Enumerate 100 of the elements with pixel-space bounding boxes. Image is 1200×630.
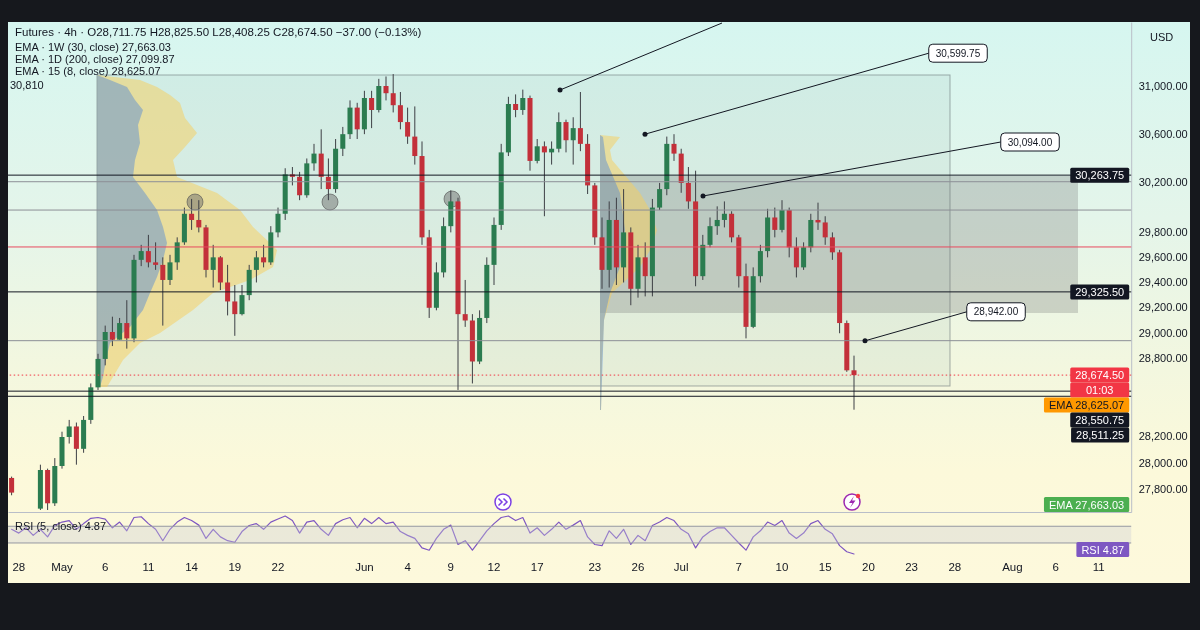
y-axis-title: USD [1150, 30, 1174, 43]
y-tick-label: 29,800.00 [1138, 225, 1188, 238]
annotation: RSI (5, close) 4.87 [15, 520, 107, 532]
candlestick [383, 75, 389, 101]
candlestick [153, 241, 159, 271]
y-tick-label: 30,200.00 [1138, 176, 1188, 189]
candlestick [145, 234, 151, 268]
y-tick-label: 27,800.00 [1138, 483, 1188, 496]
candlestick [232, 284, 238, 337]
candlestick [534, 138, 540, 164]
annotation: 01:03 [1085, 384, 1114, 397]
y-tick-label: 29,000.00 [1138, 326, 1188, 339]
candlestick [714, 205, 720, 236]
y-tick-label: 31,000.00 [1138, 79, 1188, 92]
x-tick-label: 20 [862, 560, 875, 573]
annotation: EMA 27,663.03 [1048, 498, 1125, 511]
y-tick-label: 28,000.00 [1138, 456, 1188, 469]
annotation: 30,810 [10, 79, 44, 91]
candlestick [109, 316, 115, 347]
x-tick-label: 28 [948, 560, 962, 573]
candlestick [354, 102, 360, 140]
candlestick [318, 128, 324, 190]
candlestick [160, 256, 166, 327]
x-tick-label: May [51, 560, 74, 573]
candlestick [275, 207, 281, 238]
candlestick [779, 199, 785, 233]
x-tick-label: 12 [487, 560, 501, 573]
candlestick [397, 91, 403, 130]
x-tick-label: 28 [12, 560, 26, 573]
candlestick [253, 250, 259, 283]
candlestick [541, 140, 547, 217]
candlestick [462, 279, 468, 328]
y-tick-label: 30,600.00 [1138, 127, 1188, 140]
candlestick [563, 119, 569, 153]
x-tick-label: 7 [735, 560, 742, 573]
candlestick [412, 105, 418, 166]
annotation: 28,942.00 [973, 306, 1019, 318]
x-tick-label: 6 [102, 560, 109, 573]
candlestick [801, 241, 807, 271]
ref-line-label: 28,550.75 [1075, 414, 1125, 427]
candlestick [772, 207, 778, 238]
candlestick [167, 254, 173, 286]
candlestick [685, 166, 691, 210]
x-tick-label: 14 [185, 560, 199, 573]
candlestick [822, 215, 828, 246]
candlestick [117, 317, 123, 341]
candlestick [657, 182, 663, 211]
y-tick-label: 29,600.00 [1138, 250, 1188, 263]
x-tick-label: 10 [775, 560, 789, 573]
annotation: 30,094.00 [1007, 136, 1053, 148]
annotation: 30,599.75 [935, 47, 981, 59]
x-tick-label: 11 [142, 560, 155, 573]
candlestick [210, 244, 216, 289]
candlestick [520, 89, 526, 116]
candlestick [642, 241, 648, 297]
candlestick [124, 299, 130, 350]
candlestick [793, 236, 799, 278]
candlestick [239, 284, 245, 316]
x-tick-label: Aug [1002, 560, 1023, 573]
x-tick-label: 22 [271, 560, 285, 573]
candlestick [261, 244, 267, 268]
candlestick [369, 90, 375, 129]
candlestick [138, 244, 144, 267]
annotation: EMA · 1D (200, close) 27,099.87 [15, 53, 175, 65]
candlestick [815, 202, 821, 231]
x-tick-label: Jul [673, 560, 689, 573]
x-tick-label: 11 [1092, 560, 1105, 573]
ref-line-label: 28,511.25 [1076, 429, 1125, 442]
x-tick-label: 19 [228, 560, 242, 573]
candlestick [570, 116, 576, 166]
candlestick [577, 91, 583, 152]
x-tick-label: 9 [447, 560, 454, 573]
annotation: EMA 28,625.07 [1048, 399, 1125, 412]
annotation: EMA · 1W (30, close) 27,663.03 [15, 41, 171, 53]
x-tick-label: 17 [530, 560, 544, 573]
candlestick [196, 199, 202, 233]
y-tick-label: 29,400.00 [1138, 275, 1188, 288]
x-tick-label: 6 [1052, 560, 1059, 573]
x-tick-label: 23 [588, 560, 602, 573]
candlestick [311, 143, 317, 172]
annotation: RSI 4.87 [1081, 543, 1125, 556]
ref-line-label: 30,263.75 [1075, 169, 1125, 182]
candlestick [707, 216, 713, 248]
candlestick [729, 210, 735, 243]
candlestick [376, 78, 382, 113]
y-tick-label: 28,200.00 [1138, 430, 1188, 443]
candlestick [9, 476, 15, 496]
x-tick-label: 4 [404, 560, 412, 573]
candlestick [73, 422, 79, 466]
candlestick [513, 93, 519, 118]
x-tick-label: 23 [905, 560, 918, 573]
x-tick-label: 26 [631, 560, 645, 573]
annotation: EMA · 15 (8, close) 28,625.07 [15, 65, 161, 77]
candlestick [297, 171, 303, 201]
candlestick [721, 200, 727, 228]
candlestick [340, 126, 346, 157]
candlestick [405, 107, 411, 145]
ref-line-label: 29,325.50 [1075, 285, 1125, 298]
ref-line-label: 28,674.50 [1075, 369, 1125, 382]
x-tick-label: 15 [818, 560, 832, 573]
